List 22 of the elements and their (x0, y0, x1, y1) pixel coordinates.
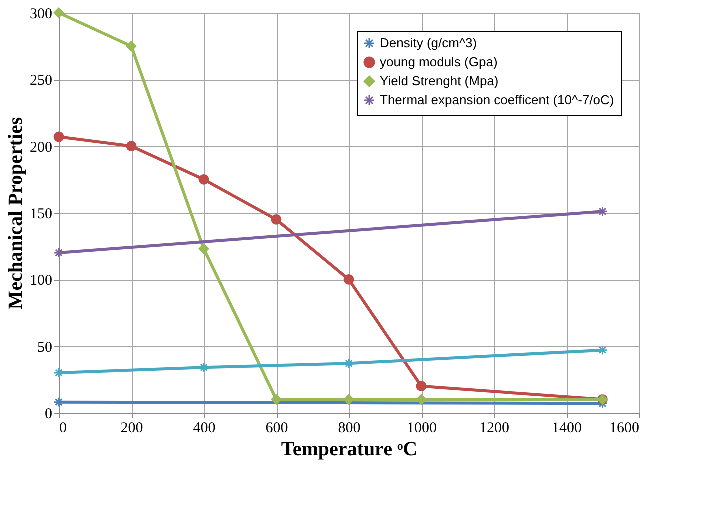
legend-label: young moduls (Gpa) (380, 54, 498, 70)
legend-label: Thermal expansion coefficent (10^-7/oC) (380, 92, 614, 108)
x-tick-label: 1200 (480, 420, 510, 436)
y-tick-label: 0 (45, 406, 52, 422)
legend-label: Yield Strenght (Mpa) (380, 74, 499, 88)
x-tick-label: 1400 (552, 420, 582, 436)
x-axis-title: Temperature ᵒC (281, 438, 418, 460)
y-tick-label: 100 (30, 273, 52, 290)
x-tick-label: 800 (338, 420, 361, 436)
x-tick-label: 400 (193, 420, 216, 436)
x-tick-label: 0 (60, 420, 67, 436)
y-tick-label: 200 (30, 140, 52, 156)
y-axis-title: Mechanical Properties (5, 117, 27, 310)
y-tick-label: 50 (38, 340, 52, 356)
y-tick-label: 250 (30, 73, 52, 90)
x-tick-label: 1600 (610, 420, 640, 436)
legend-label: Density (g/cm^3) (380, 36, 478, 50)
y-tick-label: 300 (30, 6, 52, 22)
x-tick-label: 1000 (407, 420, 437, 436)
y-tick-label: 150 (30, 206, 52, 222)
x-tick-label: 200 (120, 420, 144, 436)
x-tick-label: 600 (266, 420, 288, 436)
